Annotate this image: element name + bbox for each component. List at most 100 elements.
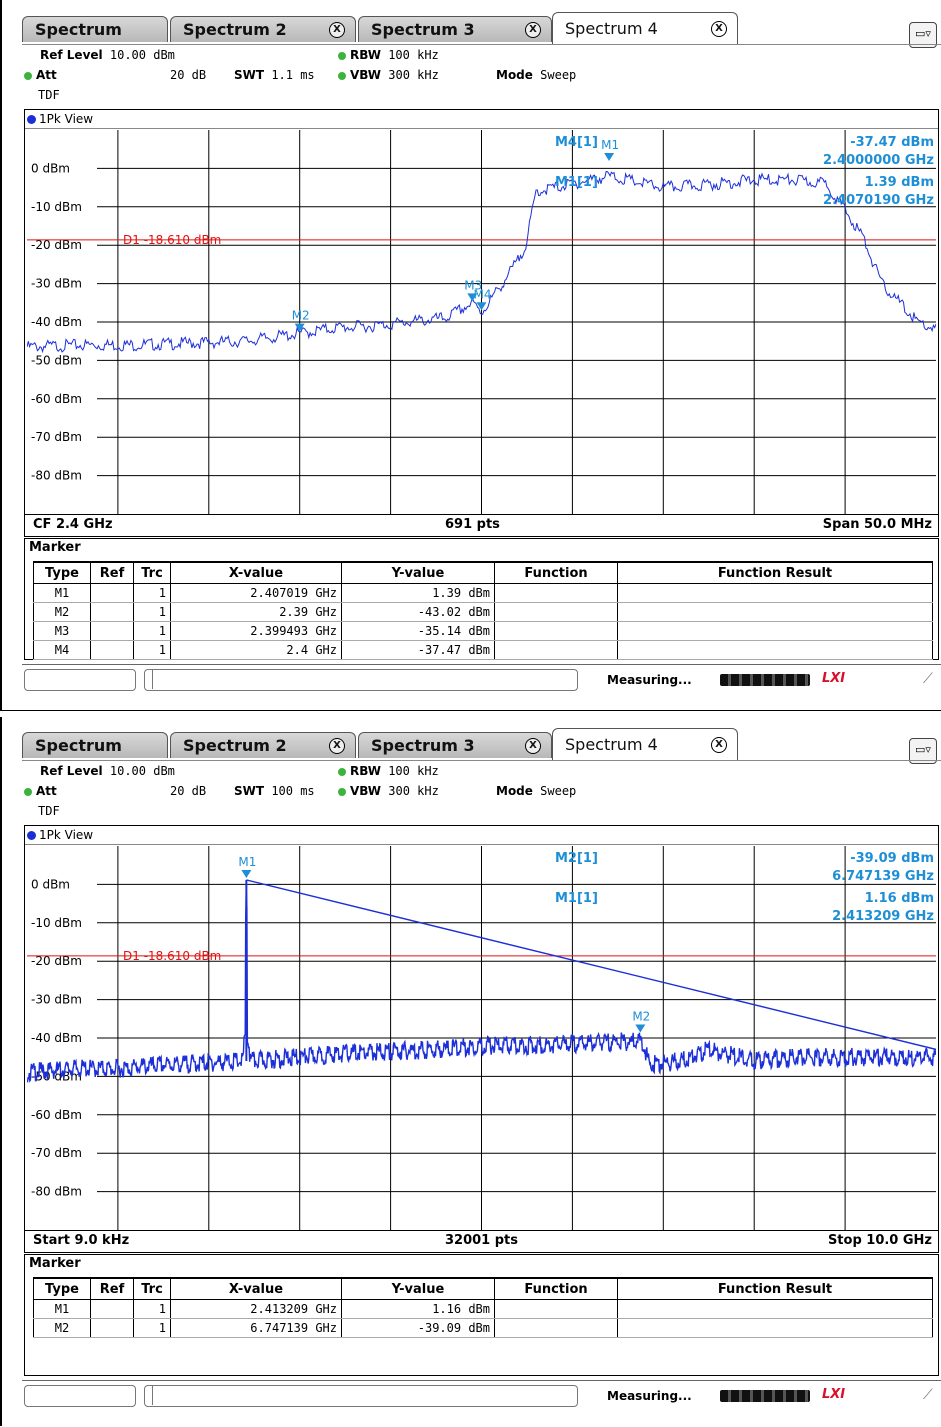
cell-x: 6.747139 GHz [170,1318,342,1338]
marker-title: Marker [29,1256,81,1271]
close-tab-icon[interactable]: X [329,738,345,754]
cell-ref [90,621,134,641]
resize-grip-icon[interactable]: ⟋ [923,671,933,687]
spectrum-plot[interactable]: 0 dBm-10 dBm-20 dBm-30 dBm-40 dBm-50 dBm… [27,130,936,524]
spectrum-plot[interactable]: 0 dBm-10 dBm-20 dBm-30 dBm-40 dBm-50 dBm… [27,846,936,1240]
table-row[interactable]: M2 1 2.39 GHz -43.02 dBm [33,602,933,622]
tab-spectrum-2[interactable]: Spectrum 2 X [170,16,356,42]
status-dot-icon [338,51,346,60]
view-title: 1Pk View [39,112,94,126]
y-tick-label: -30 dBm [31,277,82,291]
cell-type: M1 [33,583,91,603]
footer-right: Span 50.0 MHz [822,517,932,532]
status-bar: Measuring... LXI ⟋ [22,1380,941,1413]
tab-bar: Spectrum Spectrum 2 X Spectrum 3 X Spectru… [22,10,941,48]
message-field[interactable] [144,1385,578,1407]
status-dot-icon [338,787,346,796]
col-type: Type [33,1277,91,1300]
vbw-value: 300 kHz [388,784,439,798]
mode-label: Mode [496,68,533,82]
rbw-value: 100 kHz [388,764,439,778]
message-field[interactable] [144,669,578,691]
cell-trc: 1 [133,1318,171,1338]
spectrum-panel: Spectrum Spectrum 2 X Spectrum 3 X Spectru… [0,0,941,710]
cell-x: 2.413209 GHz [170,1299,342,1319]
table-row[interactable]: M3 1 2.399493 GHz -35.14 dBm [33,621,933,641]
progress-bar [720,674,810,686]
marker-label: M3 [464,278,482,292]
table-row[interactable]: M2 1 6.747139 GHz -39.09 dBm [33,1318,933,1338]
y-tick-label: -80 dBm [31,469,82,483]
cell-ref [90,1318,134,1338]
tab-spectrum-3[interactable]: Spectrum 3 X [358,732,552,758]
cell-trc: 1 [133,621,171,641]
readout-level: 1.39 dBm [865,175,934,190]
status-divider [134,669,153,689]
status-field[interactable] [24,1385,136,1407]
vbw-value: 300 kHz [388,68,439,82]
marker-title: Marker [29,540,81,555]
trace-view: 1Pk View 0 dBm -10 dBm -20 dBm -30 dBm -40 d… [24,109,939,537]
panel-separator [0,710,941,717]
y-tick-label: 0 dBm [31,877,70,891]
readout-label: M2[1] [555,851,598,866]
close-tab-icon[interactable]: X [525,22,541,38]
marker-triangle-icon [241,869,252,878]
tab-spectrum[interactable]: Spectrum [22,16,168,42]
status-bar: Measuring... LXI ⟋ [22,664,941,697]
footer-left: Start 9.0 kHz [33,1233,130,1248]
status-field[interactable] [24,669,136,691]
tab-spectrum-4[interactable]: Spectrum 4 X [552,12,738,44]
tab-spectrum-2[interactable]: Spectrum 2 X [170,732,356,758]
cell-ref [90,1299,134,1319]
att-value: 20 dB [170,68,207,82]
ref-level-label: Ref Level [40,764,103,778]
resize-grip-icon[interactable]: ⟋ [923,1387,933,1403]
marker-label: M4 [474,287,492,301]
y-tick-label: -30 dBm [31,993,82,1007]
swt-value: 100 ms [271,784,315,798]
close-tab-icon[interactable]: X [711,21,727,37]
trace-dot-icon [27,831,36,840]
settings-info: Ref Level 10.00 dBm Att 20 dB SWT 100 ms… [22,762,941,824]
close-tab-icon[interactable]: X [525,738,541,754]
status-dot-icon [24,71,32,80]
cell-y: -43.02 dBm [341,602,495,622]
col-trc: Trc [133,561,171,584]
cell-func [494,640,618,660]
cell-type: M1 [33,1299,91,1319]
y-tick-label: -70 dBm [31,430,82,444]
cell-x: 2.399493 GHz [170,621,342,641]
tab-label: Spectrum 3 [371,20,475,39]
trace-dot-icon [27,115,36,124]
view-header: 1Pk View [25,110,938,129]
tab-spectrum-3[interactable]: Spectrum 3 X [358,16,552,42]
status-dot-icon [338,767,346,776]
tab-menu-icon[interactable]: ▭▿ [909,738,937,764]
cell-y: 1.16 dBm [341,1299,495,1319]
close-tab-icon[interactable]: X [329,22,345,38]
y-tick-label: -20 dBm [31,954,82,968]
close-tab-icon[interactable]: X [711,737,727,753]
vbw-label: VBW [350,68,382,82]
tab-menu-icon[interactable]: ▭▿ [909,22,937,48]
tab-label: Spectrum 2 [183,20,287,39]
rbw-label: RBW [350,48,381,62]
att-label: Att [36,68,57,82]
table-row[interactable]: M1 1 2.413209 GHz 1.16 dBm [33,1299,933,1319]
tab-spectrum-4[interactable]: Spectrum 4 X [552,728,738,760]
marker-triangle-icon [467,293,478,302]
table-row[interactable]: M4 1 2.4 GHz -37.47 dBm [33,640,933,660]
mode-value: Sweep [540,68,577,82]
col-ref: Ref [90,561,134,584]
table-row[interactable]: M1 1 2.407019 GHz 1.39 dBm [33,583,933,603]
tab-spectrum[interactable]: Spectrum [22,732,168,758]
readout-level: -39.09 dBm [850,851,934,866]
display-line-label: D1 -18.610 dBm [123,949,221,963]
marker-table-panel: Marker Type Ref Trc X-value Y-value Func… [24,1254,939,1376]
tab-divider [22,760,941,761]
col-function: Function [494,1277,618,1300]
att-value: 20 dB [170,784,207,798]
mode-label: Mode [496,784,533,798]
cell-result [617,640,933,660]
